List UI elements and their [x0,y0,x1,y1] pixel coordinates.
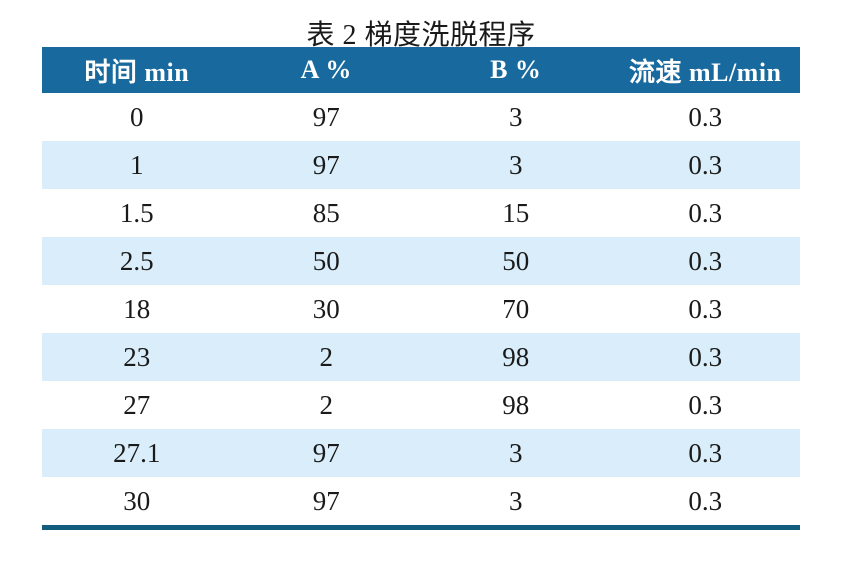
table-cell: 50 [312,245,340,276]
table-row: 1.5 85 15 0.3 [42,189,800,237]
table-row: 27 2 98 0.3 [42,381,800,429]
table-cell: 0.3 [688,389,723,420]
table-row: 27.1 97 3 0.3 [42,429,800,477]
table-cell: 0.3 [688,437,723,468]
table-cell: 27 [123,389,151,420]
header-cell-a-percent: A % [231,47,421,93]
table-cell: 3 [509,149,523,180]
table-cell: 30 [123,485,151,516]
table-cell: 70 [502,293,530,324]
table-cell: 0.3 [688,197,723,228]
table-cell: 0.3 [688,341,723,372]
table-cell: 2.5 [119,245,154,276]
table-cell: 23 [123,341,151,372]
table-cell: 3 [509,101,523,132]
table-row: 1 97 3 0.3 [42,141,800,189]
table-cell: 85 [312,197,340,228]
table-cell: 97 [312,485,340,516]
table-cell: 0 [130,101,144,132]
table-cell: 18 [123,293,151,324]
table-title: 表 2 梯度洗脱程序 [306,20,536,51]
table-cell: 2 [319,341,334,372]
table-cell: 50 [502,245,530,276]
table-cell: 30 [312,293,340,324]
table-row: 18 30 70 0.3 [42,285,800,333]
table-cell: 1.5 [119,197,154,228]
table-cell: 3 [509,485,523,516]
table-cell: 27.1 [113,437,161,468]
table-cell: 0.3 [688,485,723,516]
table-row: 2.5 50 50 0.3 [42,237,800,285]
gradient-elution-table: 时间 min A % B % 流速 mL/min 0 97 3 0.3 1 97 3 0.3 1… [42,47,800,530]
header-cell-time: 时间 min [42,47,232,93]
table-cell: 97 [312,437,340,468]
table-row: 0 97 3 0.3 [42,93,800,141]
table-cell: 3 [509,437,523,468]
header-cell-b-percent: B % [421,47,611,93]
table-cell: 0.3 [688,149,723,180]
table-cell: 97 [312,149,340,180]
table-cell: 98 [502,389,530,420]
header-cell-flow-rate: 流速 mL/min [610,47,800,93]
table-row: 30 97 3 0.3 [42,477,800,528]
table-cell: 98 [502,341,530,372]
table-cell: 0.3 [688,245,723,276]
table-body: 0 97 3 0.3 1 97 3 0.3 1.5 85 15 0.3 2.5 50 50 0.3 18 30 70… [42,93,800,528]
table-cell: 97 [312,101,340,132]
table-cell: 1 [130,149,144,180]
table-cell: 0.3 [688,101,723,132]
table-cell: 15 [502,197,530,228]
table-cell: 0.3 [688,293,723,324]
header-row: 时间 min A % B % 流速 mL/min [42,47,800,93]
table-row: 23 2 98 0.3 [42,333,800,381]
table-header: 时间 min A % B % 流速 mL/min [42,47,800,93]
table-cell: 2 [319,389,334,420]
